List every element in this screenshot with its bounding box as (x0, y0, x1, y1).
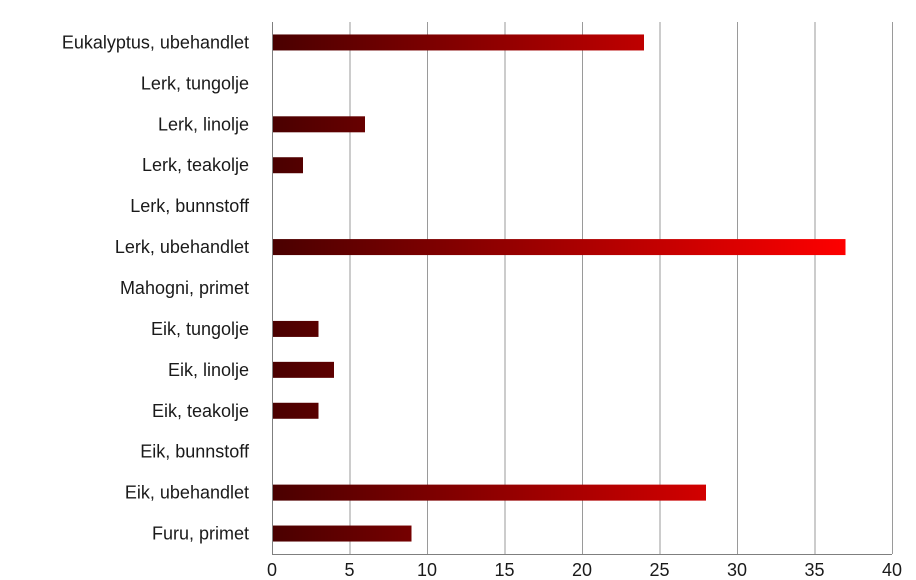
category-label: Eik, tungolje (151, 319, 249, 339)
category-label: Lerk, linolje (158, 114, 249, 134)
axes (272, 22, 892, 555)
category-label: Furu, primet (152, 524, 249, 544)
category-labels: Eukalyptus, ubehandlet Lerk, tungolje Lerk… (62, 32, 250, 543)
category-label: Lerk, tungolje (141, 73, 249, 93)
category-label: Lerk, bunnstoff (130, 196, 250, 216)
gridlines (349, 22, 893, 554)
bar (272, 484, 706, 501)
bar (272, 525, 412, 542)
bar (272, 402, 319, 419)
x-tick-label: 5 (344, 560, 354, 580)
category-label: Lerk, ubehandlet (115, 237, 249, 257)
x-tick-label: 30 (727, 560, 747, 580)
category-label: Eukalyptus, ubehandlet (62, 32, 249, 52)
bar (272, 34, 644, 51)
category-label: Lerk, teakolje (142, 155, 249, 175)
bar (272, 157, 303, 174)
category-label: Mahogni, primet (120, 278, 249, 298)
bar (272, 361, 334, 378)
bar (272, 320, 319, 337)
category-label: Eik, bunnstoff (140, 442, 250, 462)
category-label: Eik, teakolje (152, 401, 249, 421)
x-tick-label: 20 (572, 560, 592, 580)
x-tick-labels: 0 5 10 15 20 25 30 35 40 (267, 560, 902, 580)
bars (272, 34, 846, 542)
x-tick-label: 25 (649, 560, 669, 580)
bar (272, 239, 846, 256)
category-label: Eik, linolje (168, 360, 249, 380)
x-tick-label: 40 (882, 560, 902, 580)
x-tick-label: 15 (494, 560, 514, 580)
category-label: Eik, ubehandlet (125, 483, 249, 503)
x-tick-label: 0 (267, 560, 277, 580)
x-tick-label: 10 (417, 560, 437, 580)
x-tick-label: 35 (804, 560, 824, 580)
bar (272, 116, 365, 133)
